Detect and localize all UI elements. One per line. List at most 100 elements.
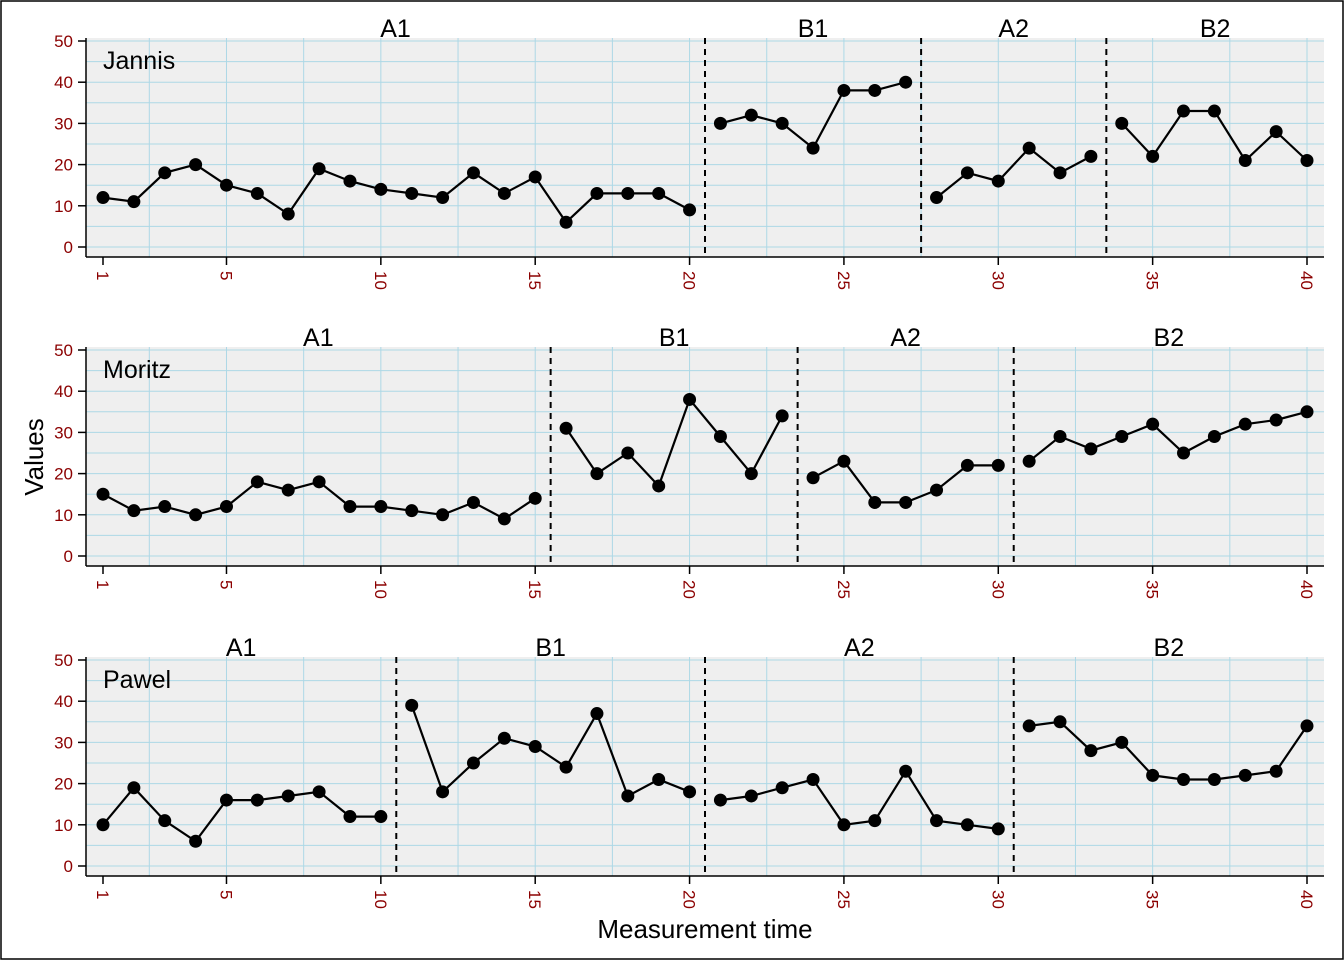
data-point <box>1053 715 1067 729</box>
data-point <box>837 454 851 468</box>
phase-label-a1: A1 <box>380 15 411 43</box>
data-point <box>1269 413 1283 427</box>
data-point <box>528 170 542 184</box>
data-point <box>1115 735 1129 749</box>
data-point <box>1269 125 1283 139</box>
panel-background <box>86 657 1324 876</box>
data-point <box>960 166 974 180</box>
phase-label-a2: A2 <box>844 634 875 662</box>
data-point <box>343 500 357 514</box>
data-point <box>1022 454 1036 468</box>
data-point <box>590 186 604 200</box>
data-point <box>837 83 851 97</box>
data-point <box>1300 405 1314 419</box>
data-point <box>1207 430 1221 444</box>
data-point <box>683 785 697 799</box>
x-tick-label: 25 <box>834 271 853 290</box>
series-line-b1 <box>410 704 691 798</box>
data-point <box>127 781 141 795</box>
x-tick-label: 25 <box>834 890 853 909</box>
data-point <box>590 467 604 481</box>
data-point <box>1084 744 1098 758</box>
data-point <box>652 772 666 786</box>
data-point <box>219 178 233 192</box>
data-point <box>559 421 573 435</box>
data-point <box>744 467 758 481</box>
data-point <box>899 75 913 89</box>
data-point <box>559 215 573 229</box>
data-point <box>189 834 203 848</box>
data-point <box>806 471 820 485</box>
data-point <box>96 487 110 501</box>
data-point <box>281 483 295 497</box>
x-tick-label: 15 <box>525 271 544 290</box>
data-point <box>930 814 944 828</box>
x-tick-label: 25 <box>834 580 853 599</box>
data-point <box>250 475 264 489</box>
data-point <box>219 500 233 514</box>
y-tick-label: 10 <box>54 197 73 216</box>
data-point <box>713 116 727 130</box>
case-name-label: Moritz <box>103 356 171 384</box>
data-point <box>713 430 727 444</box>
data-point <box>158 814 172 828</box>
phase-label-b2: B2 <box>1200 15 1231 43</box>
data-point <box>1146 768 1160 782</box>
data-point <box>1269 764 1283 778</box>
y-tick-label: 0 <box>64 238 73 257</box>
data-point <box>528 491 542 505</box>
x-tick-label: 35 <box>1143 271 1162 290</box>
data-point <box>1207 104 1221 118</box>
data-point <box>559 760 573 774</box>
data-point <box>374 810 388 824</box>
data-point <box>436 191 450 205</box>
y-tick-label: 50 <box>54 341 73 360</box>
data-point <box>1115 116 1129 130</box>
x-tick-label: 20 <box>680 890 699 909</box>
x-tick-label: 10 <box>371 580 390 599</box>
data-point <box>930 483 944 497</box>
y-tick-label: 0 <box>64 547 73 566</box>
data-point <box>497 186 511 200</box>
data-point <box>590 707 604 721</box>
data-point <box>281 207 295 221</box>
data-point <box>405 504 419 518</box>
data-point <box>1022 141 1036 155</box>
phase-label-b2: B2 <box>1154 634 1185 662</box>
phase-label-a1: A1 <box>303 324 334 352</box>
data-point <box>405 698 419 712</box>
x-tick-label: 15 <box>525 580 544 599</box>
data-point <box>1238 417 1252 431</box>
y-tick-label: 10 <box>54 816 73 835</box>
x-tick-label: 40 <box>1297 271 1316 290</box>
series-line-a1 <box>102 786 381 843</box>
data-point <box>127 504 141 518</box>
data-point <box>960 818 974 832</box>
x-tick-label: 20 <box>680 271 699 290</box>
data-point <box>497 731 511 745</box>
data-point <box>991 458 1005 472</box>
data-point <box>1238 768 1252 782</box>
data-point <box>374 500 388 514</box>
data-point <box>621 186 635 200</box>
data-point <box>312 475 326 489</box>
panel-background <box>86 38 1324 257</box>
data-point <box>158 166 172 180</box>
x-tick-label: 35 <box>1143 580 1162 599</box>
data-point <box>1022 719 1036 733</box>
data-point <box>1146 149 1160 163</box>
data-point <box>343 174 357 188</box>
x-tick-label: 15 <box>525 890 544 909</box>
data-point <box>405 186 419 200</box>
y-tick-label: 30 <box>54 733 73 752</box>
data-point <box>189 158 203 172</box>
data-point <box>991 174 1005 188</box>
data-point <box>683 392 697 406</box>
data-point <box>219 793 233 807</box>
series-line-b2 <box>1028 410 1308 463</box>
